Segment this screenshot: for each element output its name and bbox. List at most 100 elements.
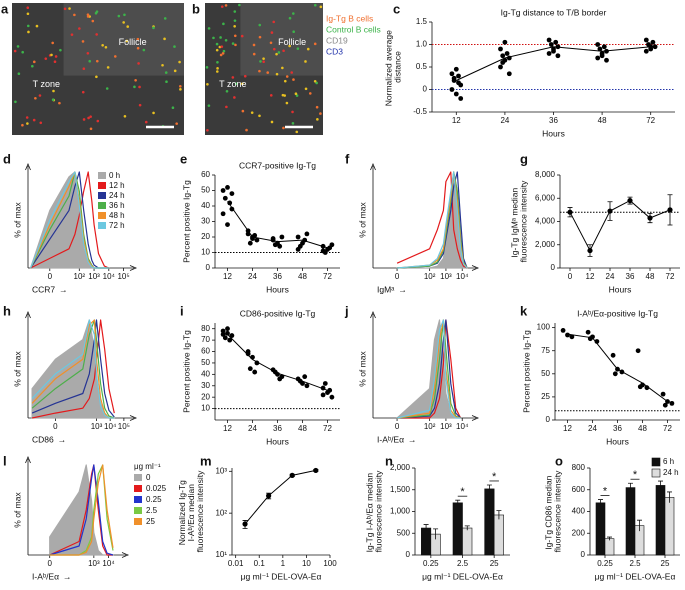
histogram-curve — [397, 319, 462, 419]
bar — [421, 527, 432, 556]
data-point — [227, 200, 233, 206]
x-tick-label: 72 — [666, 272, 675, 281]
data-point — [327, 245, 333, 251]
y-tick-label: 0 — [551, 263, 556, 272]
data-point — [500, 60, 506, 65]
y-tick-label: 25 — [541, 392, 550, 401]
legend-label: 72 h — [109, 221, 125, 230]
y-tick-label: 1,000 — [390, 507, 411, 516]
error-bar — [658, 480, 663, 490]
y-tick-label: 0 — [406, 550, 411, 559]
y-tick-label: 1.5 — [416, 17, 428, 26]
data-point — [220, 188, 226, 193]
data-point — [555, 44, 561, 50]
data-point — [320, 392, 326, 398]
panel-label: h — [3, 303, 11, 318]
cell — [270, 120, 274, 124]
legend-swatch — [651, 468, 661, 478]
cell — [137, 62, 140, 65]
cell — [252, 43, 256, 47]
data-point — [327, 387, 333, 393]
cell — [16, 45, 20, 48]
data-point — [546, 51, 552, 56]
cell — [231, 42, 235, 45]
axis-arrow — [129, 265, 138, 271]
error-bar — [637, 519, 642, 532]
legend-swatch — [98, 222, 106, 229]
y-axis-label: Normalized Ig-Tg I-Aᵇ/Eα median fluoresc… — [177, 470, 205, 552]
cell — [259, 60, 262, 63]
cell — [54, 55, 58, 58]
y-tick-label: 75 — [541, 346, 550, 355]
x-tick-label: 100 — [323, 559, 337, 568]
y-tick-label: 2,000 — [535, 240, 556, 249]
bar — [462, 527, 473, 556]
cell — [224, 4, 228, 7]
x-label-arrow: → — [59, 284, 68, 294]
cell — [283, 79, 287, 83]
data-point — [635, 348, 641, 354]
data-point — [245, 228, 251, 234]
data-point — [585, 329, 591, 335]
error-bar — [628, 482, 633, 492]
y-tick-label: 20 — [201, 232, 210, 241]
y-tick-label: 70 — [201, 335, 210, 344]
y-tick-label: 10³ — [215, 466, 227, 475]
panel-label: o — [555, 453, 563, 468]
histogram-curve — [397, 319, 462, 419]
cell — [270, 31, 274, 34]
region-label: Follicle — [119, 37, 147, 47]
y-tick-label: 40 — [201, 369, 210, 378]
legend-label: 6 h — [663, 457, 674, 466]
cell — [206, 128, 209, 132]
x-tick-label: 10³ — [440, 422, 452, 431]
x-axis-label: IgMᵃ — [377, 284, 395, 294]
cell — [26, 12, 30, 16]
cell — [133, 85, 136, 89]
cell — [234, 82, 238, 86]
y-tick-label: -0.5 — [413, 107, 427, 116]
cell — [86, 13, 90, 16]
x-tick-label: 10³ — [88, 272, 100, 281]
histogram-curve — [49, 464, 114, 556]
data-point — [247, 240, 253, 246]
data-point — [615, 366, 620, 372]
cell — [39, 121, 43, 125]
data-point — [320, 243, 326, 249]
cell — [233, 10, 237, 13]
histogram-curve — [30, 171, 109, 269]
cell — [304, 60, 307, 63]
legend-label: 2.5 — [146, 506, 158, 515]
axis-arrow — [370, 162, 376, 171]
data-point — [329, 394, 335, 400]
cell — [68, 7, 71, 10]
x-tick-label: 10² — [74, 272, 86, 281]
data-point — [587, 247, 593, 254]
significance-label: * — [460, 486, 465, 498]
cell — [94, 11, 98, 15]
data-point — [669, 400, 675, 406]
x-tick-label: 10³ — [440, 272, 452, 281]
cell — [281, 93, 285, 97]
cell — [316, 118, 319, 121]
y-axis-label: Percent positive Ig-Tg — [181, 330, 191, 413]
legend-label: 25 — [146, 517, 155, 526]
error-bar — [667, 491, 672, 503]
cell — [234, 43, 237, 47]
cell — [125, 39, 129, 43]
data-point — [660, 391, 666, 397]
x-tick-label: 2.5 — [457, 559, 469, 568]
data-point — [650, 39, 656, 45]
error-bar — [464, 525, 470, 531]
x-label-arrow: → — [63, 571, 72, 581]
cell — [58, 101, 61, 105]
panel-label: l — [3, 453, 7, 468]
x-axis-label: μg ml⁻¹ DEL-OVA-Eα — [241, 571, 322, 581]
y-tick-label: 0 — [423, 85, 428, 94]
data-point — [225, 330, 230, 336]
data-point — [610, 352, 616, 358]
legend-label: 48 h — [109, 211, 125, 220]
cell — [313, 79, 317, 83]
cell — [35, 24, 39, 28]
data-point — [627, 197, 633, 204]
